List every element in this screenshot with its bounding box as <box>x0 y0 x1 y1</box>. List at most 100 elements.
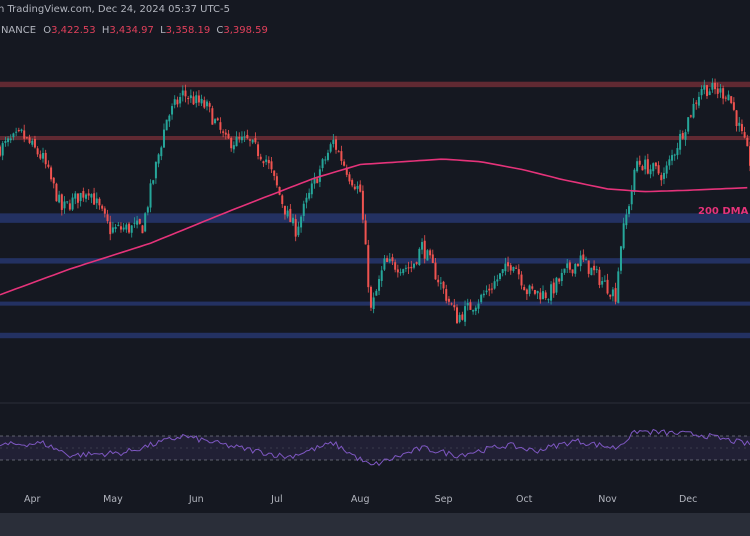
candle-body <box>367 245 370 288</box>
candle-body <box>98 198 101 206</box>
candle-body <box>146 207 149 213</box>
candle-body <box>662 172 665 179</box>
candle-body <box>181 90 184 96</box>
candle-body <box>469 302 472 310</box>
candle-body <box>582 254 585 260</box>
candle-body <box>533 289 536 294</box>
candle-body <box>122 227 125 230</box>
candle-body <box>646 159 649 174</box>
candle-body <box>641 166 644 171</box>
candle-body <box>176 99 179 105</box>
candle-body <box>246 134 249 139</box>
candle-body <box>442 281 445 289</box>
candle-body <box>611 289 614 297</box>
candle-body <box>165 119 168 131</box>
candle-body <box>240 136 243 141</box>
candle-body <box>638 160 641 165</box>
candle-body <box>622 223 625 249</box>
open-value: 3,422.53 <box>51 25 96 36</box>
candle-body <box>93 193 96 205</box>
candle-body <box>76 193 79 203</box>
candles <box>0 78 750 327</box>
candle-body <box>329 144 332 152</box>
candle-body <box>724 97 727 99</box>
candle-body <box>160 147 163 157</box>
candle-body <box>496 279 499 282</box>
candle-body <box>66 201 69 203</box>
high-value: 3,434.97 <box>109 25 154 36</box>
candle-body <box>472 309 475 312</box>
candle-body <box>292 217 295 224</box>
candle-body <box>308 192 311 199</box>
candle-body <box>453 305 456 308</box>
candle-body <box>58 194 61 203</box>
ma200-line <box>0 158 748 296</box>
candle-body <box>294 219 297 237</box>
candle-body <box>205 101 208 107</box>
candle-body <box>273 170 276 176</box>
candle-body <box>144 213 147 232</box>
candle-body <box>391 257 394 262</box>
candle-body <box>746 137 749 147</box>
candle-body <box>101 205 104 209</box>
candle-body <box>117 224 120 226</box>
candle-body <box>332 139 335 144</box>
candle-body <box>418 248 421 265</box>
candle-body <box>39 154 42 159</box>
candle-body <box>740 124 743 132</box>
x-tick-label-nov: Nov <box>598 494 617 505</box>
bottom-bar <box>0 513 750 536</box>
candle-body <box>590 267 593 276</box>
candle-body <box>157 154 160 164</box>
candle-body <box>343 161 346 166</box>
candle-body <box>318 169 321 182</box>
ma200-label: 200 DMA <box>698 206 749 217</box>
candle-body <box>547 299 550 301</box>
candle-body <box>585 258 588 261</box>
candle-body <box>579 255 582 267</box>
candle-body <box>28 137 31 143</box>
candle-body <box>560 272 563 282</box>
x-axis-labels: Apr May Jun Jul Aug Sep Oct Nov Dec <box>24 494 697 505</box>
candle-body <box>657 165 660 174</box>
candle-body <box>87 193 90 196</box>
candle-body <box>195 95 198 104</box>
candle-body <box>310 183 313 195</box>
candle-body <box>466 302 469 306</box>
candle-body <box>609 294 612 297</box>
candle-body <box>673 154 676 156</box>
candle-body <box>509 265 512 271</box>
support-zone-2 <box>0 213 750 223</box>
candle-body <box>711 82 714 90</box>
candle-body <box>138 218 141 224</box>
candle-body <box>595 269 598 271</box>
candle-body <box>415 262 418 264</box>
candle-body <box>364 220 367 245</box>
exchange-label: INANCE <box>0 25 37 36</box>
candle-body <box>649 169 652 175</box>
close-value: 3,398.59 <box>223 25 268 36</box>
resistance-zone-1 <box>0 136 750 141</box>
candle-body <box>42 153 45 159</box>
candle-body <box>20 129 23 131</box>
candle-body <box>705 85 708 96</box>
candle-body <box>555 277 558 293</box>
candle-body <box>128 223 131 233</box>
candle-body <box>197 95 200 103</box>
candle-body <box>727 94 730 101</box>
candle-body <box>283 205 286 215</box>
candle-body <box>50 167 53 180</box>
candle-body <box>356 185 359 189</box>
x-tick-label-jul: Jul <box>270 494 282 505</box>
candle-body <box>52 177 55 184</box>
candle-body <box>345 167 348 175</box>
candle-body <box>141 225 144 234</box>
price-zones <box>0 81 750 339</box>
candle-body <box>95 198 98 204</box>
candle-body <box>23 130 26 139</box>
candle-body <box>730 96 733 104</box>
candle-body <box>485 290 488 293</box>
support-zone-4 <box>0 301 750 306</box>
